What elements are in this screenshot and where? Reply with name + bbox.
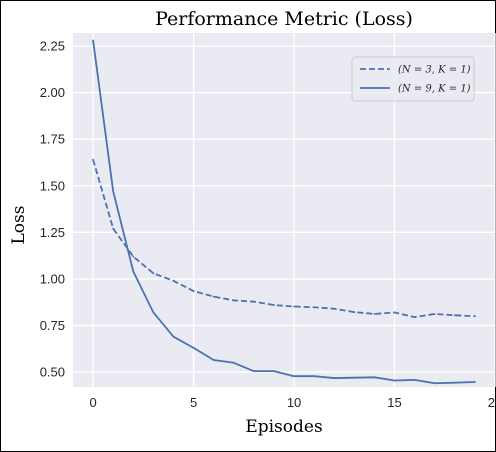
x-tick-label: 10 <box>287 395 301 410</box>
data-point <box>192 346 195 349</box>
data-point <box>474 315 476 318</box>
data-point <box>453 314 456 317</box>
data-point <box>313 375 316 378</box>
y-tick-label: 1.00 <box>40 271 65 286</box>
data-point <box>112 190 115 193</box>
y-tick-label: 1.25 <box>40 225 65 240</box>
data-point <box>353 311 356 314</box>
data-point <box>152 311 155 314</box>
data-point <box>252 300 255 303</box>
y-tick-label: 0.75 <box>40 318 65 333</box>
data-point <box>212 359 215 361</box>
data-point <box>273 304 275 306</box>
y-axis-ticks: 0.50 0.75 1.00 1.25 1.50 1.75 2.00 2.25 <box>40 39 65 380</box>
data-point <box>373 313 376 315</box>
data-point <box>333 307 336 310</box>
data-point <box>273 370 275 373</box>
legend-label: (N = 3, K = 1) <box>398 65 471 76</box>
data-point <box>252 370 255 373</box>
data-point <box>373 376 376 379</box>
grid <box>73 33 496 387</box>
data-point <box>172 335 175 338</box>
data-point <box>132 255 135 258</box>
series-lines <box>92 39 476 385</box>
data-point <box>353 376 356 379</box>
x-axis-label: Episodes <box>245 417 322 437</box>
data-point <box>112 227 115 230</box>
data-point <box>232 361 235 364</box>
data-point <box>232 299 235 302</box>
data-point <box>453 381 456 384</box>
data-point <box>413 316 416 319</box>
data-point <box>293 305 295 308</box>
legend: (N = 3, K = 1) (N = 9, K = 1) <box>351 56 475 102</box>
legend-label: (N = 9, K = 1) <box>398 84 471 95</box>
x-tick-label: 15 <box>387 395 401 410</box>
data-point <box>293 375 295 378</box>
x-tick-label: 0 <box>89 395 96 410</box>
data-point <box>172 279 175 282</box>
data-point <box>92 39 94 42</box>
y-tick-label: 0.50 <box>40 365 65 380</box>
data-point <box>474 381 476 383</box>
x-tick-label: 20 <box>488 395 496 410</box>
y-tick-label: 1.50 <box>40 178 65 193</box>
data-point <box>433 313 436 315</box>
y-axis-label: Loss <box>9 206 29 245</box>
data-point <box>192 290 195 292</box>
chart-title: Performance Metric (Loss) <box>155 8 413 30</box>
data-point <box>433 382 436 385</box>
x-axis-ticks: 0 5 10 15 20 <box>89 395 496 410</box>
series-line-2 <box>92 40 475 385</box>
data-point <box>393 379 396 382</box>
data-point <box>92 158 94 161</box>
y-tick-label: 1.75 <box>40 132 65 147</box>
data-point <box>313 306 316 309</box>
data-point <box>152 272 155 275</box>
data-point <box>132 270 135 273</box>
data-point <box>413 379 416 381</box>
x-tick-label: 5 <box>190 395 197 410</box>
data-point <box>333 377 336 379</box>
y-tick-label: 2.25 <box>40 39 65 54</box>
data-point <box>393 311 396 314</box>
y-tick-label: 2.00 <box>40 85 65 100</box>
legend-box <box>351 56 475 102</box>
data-point <box>212 295 215 298</box>
series-line-1 <box>92 159 475 319</box>
